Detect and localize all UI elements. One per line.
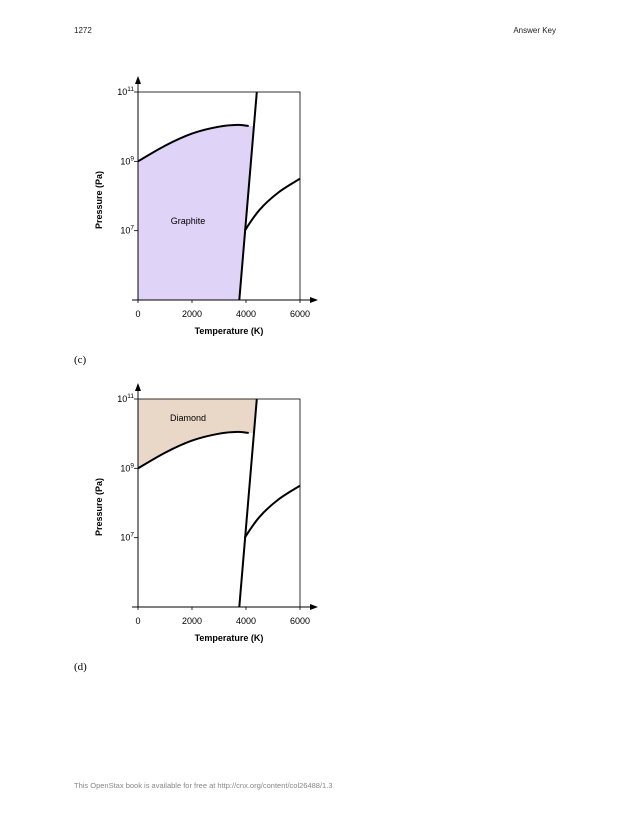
page-number: 1272	[74, 26, 92, 35]
running-header: Answer Key	[513, 26, 556, 35]
figure-caption-c: (c)	[74, 354, 87, 366]
x-tick-label: 2000	[182, 309, 202, 319]
chart-d-svg: 0 2000 4000 6000 1011 109 107 Temperature (K) Pr…	[94, 383, 318, 643]
y-axis-title: Pressure (Pa)	[94, 171, 104, 229]
y-tick-label: 107	[120, 532, 134, 543]
phase-diagram-d: 0 2000 4000 6000 1011 109 107 Temperature (K) Pr…	[0, 377, 630, 677]
vapor-boundary	[243, 484, 301, 539]
y-tick-label: 107	[120, 225, 134, 236]
graphite-label: Graphite	[171, 216, 206, 226]
melting-line	[238, 91, 258, 301]
y-tick-label: 1011	[117, 393, 134, 404]
vapor-boundary	[243, 177, 301, 232]
y-tick-label: 109	[120, 462, 134, 473]
chart-c-svg: 0 2000 4000 6000 1011 109 107 Temperature (K) Pr…	[94, 76, 318, 336]
x-tick-label: 0	[135, 616, 140, 626]
melting-line	[238, 398, 258, 608]
x-tick-label: 0	[135, 309, 140, 319]
footer-note: This OpenStax book is available for free…	[74, 781, 333, 790]
graphite-region	[138, 124, 254, 300]
x-tick-label: 2000	[182, 616, 202, 626]
x-tick-label: 6000	[290, 616, 310, 626]
graphite-diamond-boundary	[137, 123, 249, 163]
x-axis-arrow	[310, 604, 318, 610]
graphite-diamond-boundary	[137, 430, 249, 470]
x-tick-label: 4000	[236, 309, 256, 319]
x-axis-arrow	[310, 297, 318, 303]
y-tick-label: 109	[120, 155, 134, 166]
y-axis-title: Pressure (Pa)	[94, 478, 104, 536]
y-axis-arrow	[135, 383, 141, 391]
x-tick-label: 4000	[236, 616, 256, 626]
x-tick-label: 6000	[290, 309, 310, 319]
figure-caption-d: (d)	[74, 661, 87, 673]
x-axis-title: Temperature (K)	[195, 326, 264, 336]
y-tick-label: 1011	[117, 86, 134, 97]
diamond-label: Diamond	[170, 413, 206, 423]
y-axis-arrow	[135, 76, 141, 84]
phase-diagram-c: 0 2000 4000 6000 1011 109 107 Temperature (K) Pr…	[0, 70, 630, 370]
x-axis-title: Temperature (K)	[195, 633, 264, 643]
